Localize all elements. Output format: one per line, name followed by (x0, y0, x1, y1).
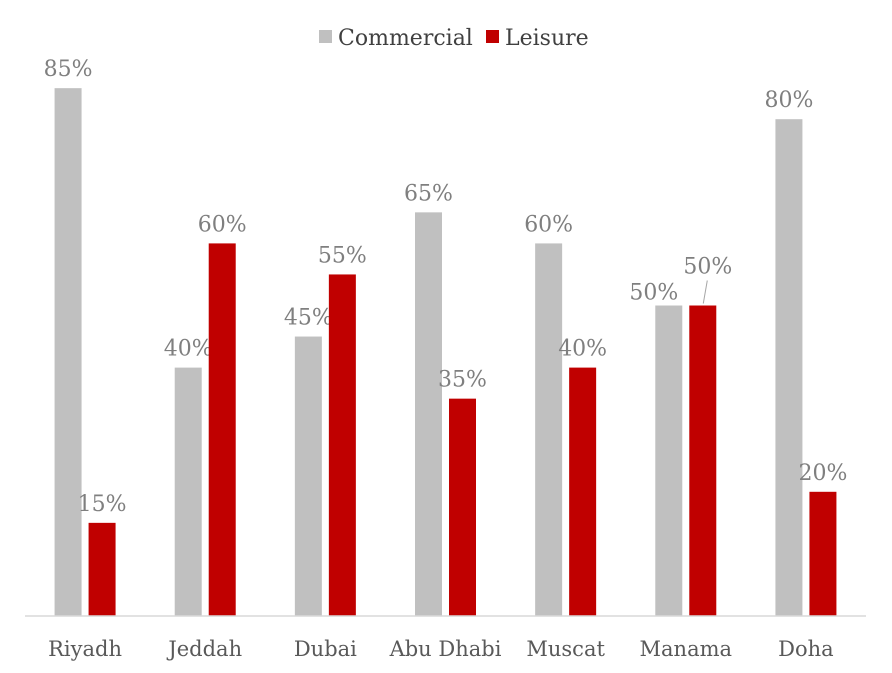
bar-leisure-riyadh (88, 522, 116, 616)
x-tick-label-muscat: Muscat (526, 637, 605, 661)
bar-leisure-abu-dhabi (449, 398, 476, 616)
x-tick-label-manama: Manama (640, 637, 733, 661)
bar-leisure-manama (689, 305, 717, 616)
data-label-leisure-muscat: 40% (558, 337, 607, 362)
legend-label-leisure: Leisure (505, 26, 589, 51)
leader-line-manama (702, 280, 708, 304)
x-tick-label-abu-dhabi: Abu Dhabi (389, 637, 502, 661)
data-label-commercial-riyadh: 85% (44, 57, 93, 82)
data-label-leisure-doha: 20% (798, 461, 847, 486)
bar-commercial-doha (775, 119, 803, 616)
data-label-commercial-abu-dhabi: 65% (404, 181, 453, 206)
bar-leisure-doha (809, 491, 837, 616)
data-label-commercial-muscat: 60% (524, 212, 573, 237)
data-label-leisure-abu-dhabi: 35% (438, 368, 487, 393)
data-label-commercial-jeddah: 40% (164, 337, 213, 362)
data-label-leisure-riyadh: 15% (78, 492, 127, 517)
bar-commercial-jeddah (174, 367, 202, 616)
bar-leisure-muscat (569, 367, 597, 616)
bar-commercial-muscat (535, 243, 563, 616)
bar-commercial-abu-dhabi (415, 212, 442, 616)
legend-swatch-leisure (486, 30, 499, 43)
plot-area: 85% 15% 40% 60% 45% 55% 65% 35% 60% 40% 50%50% 80% 2… (44, 57, 847, 616)
bar-commercial-manama (655, 305, 683, 616)
data-label-leisure-jeddah: 60% (198, 212, 247, 237)
data-label-commercial-dubai: 45% (284, 306, 333, 331)
x-tick-label-jeddah: Jeddah (166, 637, 242, 661)
x-axis-labels: Riyadh Jeddah Dubai Abu Dhabi Muscat Manama Do… (48, 637, 834, 661)
x-tick-label-riyadh: Riyadh (48, 637, 122, 661)
data-label-commercial-doha: 80% (764, 88, 813, 113)
x-tick-label-doha: Doha (778, 637, 834, 661)
legend-label-commercial: Commercial (338, 26, 473, 51)
legend: Commercial Leisure (319, 26, 589, 51)
data-label-leisure-dubai: 55% (318, 243, 367, 268)
data-label-leisure-manama: 50% (683, 255, 732, 280)
bar-commercial-dubai (294, 336, 322, 616)
x-tick-label-dubai: Dubai (294, 637, 357, 661)
legend-swatch-commercial (319, 30, 332, 43)
bar-commercial-riyadh (54, 88, 82, 616)
bar-leisure-dubai (328, 274, 356, 616)
bar-leisure-jeddah (208, 243, 236, 616)
data-label-commercial-manama: 50% (629, 281, 678, 306)
